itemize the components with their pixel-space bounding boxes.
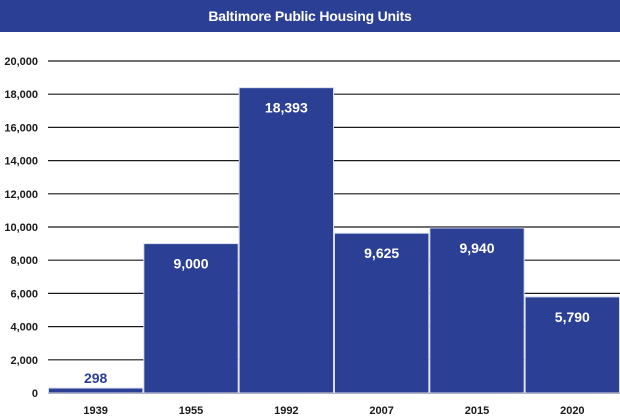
bar-1992 [238, 87, 335, 394]
y-tick-label: 0 [32, 388, 38, 400]
bar-2015 [429, 227, 525, 394]
bar-2020 [524, 296, 620, 394]
bar-1939 [48, 387, 144, 394]
bar-1955 [143, 243, 239, 394]
y-tick-label: 20,000 [4, 56, 38, 68]
data-label: 9,940 [459, 240, 494, 256]
x-tick-label: 1992 [274, 405, 298, 417]
data-label: 9,000 [173, 256, 208, 272]
x-tick-label: 2007 [369, 405, 393, 417]
bars [48, 87, 620, 394]
data-labels: 298 9,000 18,393 9,625 9,940 5,790 [84, 100, 590, 386]
data-label: 18,393 [265, 100, 308, 116]
y-tick-label: 4,000 [10, 322, 38, 334]
x-tick-label: 1939 [83, 405, 107, 417]
x-tick-label: 2015 [465, 405, 489, 417]
y-tick-label: 18,000 [4, 89, 38, 101]
x-tick-label: 2020 [560, 405, 584, 417]
y-tick-label: 2,000 [10, 355, 38, 367]
data-label: 298 [84, 370, 108, 386]
chart-title: Baltimore Public Housing Units [208, 8, 412, 24]
y-tick-label: 14,000 [4, 156, 38, 168]
x-axis-labels: 1939 1955 1992 2007 2015 2020 [83, 405, 584, 417]
x-tick-label: 1955 [179, 405, 203, 417]
y-tick-label: 16,000 [4, 122, 38, 134]
bar-2007 [334, 232, 430, 394]
data-label: 9,625 [364, 245, 399, 261]
y-tick-label: 10,000 [4, 222, 38, 234]
y-tick-label: 8,000 [10, 255, 38, 267]
y-tick-label: 6,000 [10, 288, 38, 300]
title-bar: Baltimore Public Housing Units [0, 0, 620, 32]
data-label: 5,790 [555, 309, 590, 325]
y-axis-labels: 0 2,000 4,000 6,000 8,000 10,000 12,000 14,000 1… [4, 56, 38, 400]
y-tick-label: 12,000 [4, 189, 38, 201]
